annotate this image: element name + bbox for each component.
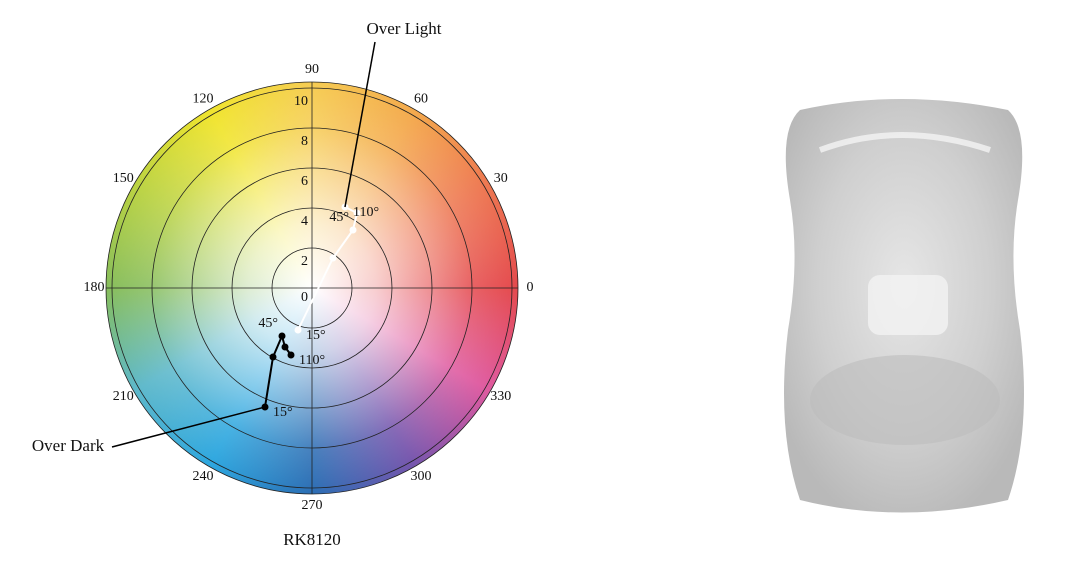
r-tick-label: 2 xyxy=(301,254,308,269)
point-label: 110° xyxy=(353,205,379,220)
data-point xyxy=(294,326,302,334)
point-label: 15° xyxy=(306,328,326,343)
r-tick-label: 4 xyxy=(301,214,308,229)
angle-tick-label: 30 xyxy=(494,171,508,186)
data-point xyxy=(287,351,295,359)
angle-tick-label: 330 xyxy=(490,389,511,404)
angle-tick-label: 90 xyxy=(305,62,319,77)
angle-tick-label: 270 xyxy=(302,498,323,513)
car-image xyxy=(784,99,1024,513)
angle-tick-label: 180 xyxy=(84,280,105,295)
data-point xyxy=(349,226,357,234)
point-label: 45° xyxy=(329,210,349,225)
angle-tick-label: 0 xyxy=(527,280,534,295)
point-label: 110° xyxy=(299,353,325,368)
angle-tick-label: 240 xyxy=(193,469,214,484)
angle-tick-label: 120 xyxy=(193,91,214,106)
r-tick-label: 8 xyxy=(301,134,308,149)
data-point xyxy=(353,209,361,217)
point-label: 45° xyxy=(258,316,278,331)
data-point xyxy=(329,254,337,262)
angle-tick-label: 150 xyxy=(113,171,134,186)
angle-tick-label: 60 xyxy=(414,91,428,106)
data-point xyxy=(269,353,277,361)
callout-label: Over Light xyxy=(366,19,441,38)
callout-line xyxy=(111,406,266,448)
data-point xyxy=(278,332,286,340)
chart-title: RK8120 xyxy=(283,530,341,549)
r-tick-label: 10 xyxy=(294,94,308,109)
callout-line xyxy=(344,41,376,208)
callout-label: Over Dark xyxy=(32,436,105,455)
angle-tick-label: 300 xyxy=(411,469,432,484)
angle-tick-label: 210 xyxy=(113,389,134,404)
point-label: 15° xyxy=(273,405,293,420)
r-tick-label: 0 xyxy=(301,290,308,305)
data-point xyxy=(281,343,289,351)
r-tick-label: 6 xyxy=(301,174,308,189)
